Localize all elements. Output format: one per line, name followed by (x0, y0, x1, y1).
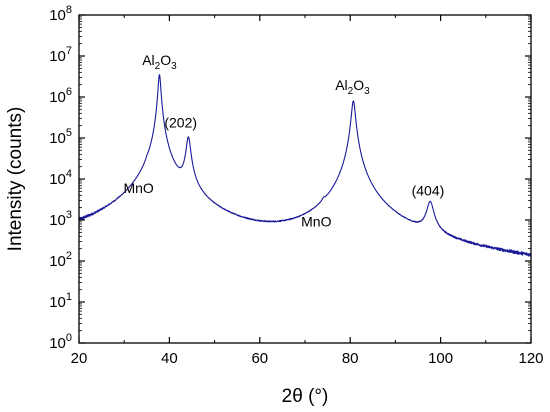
plot-frame (78, 14, 532, 344)
y-tick-label: 107 (49, 45, 72, 65)
x-tick-label: 80 (342, 350, 359, 367)
xrd-pattern-line (78, 74, 532, 257)
y-axis-label: Intensity (counts) (5, 107, 26, 252)
y-tick-label: 102 (49, 250, 72, 270)
x-tick-label: 20 (71, 350, 88, 367)
peak-annotation: MnO (301, 213, 331, 229)
peak-annotation: MnO (123, 180, 153, 196)
peak-annotation: (404) (412, 182, 445, 198)
peak-annotation: Al2O3 (335, 77, 370, 97)
y-tick-label: 105 (49, 127, 72, 147)
y-tick-label: 106 (49, 86, 72, 106)
x-tick-label: 120 (518, 350, 543, 367)
x-axis-label: 2θ (°) (282, 386, 329, 407)
axis-ticks: 20 40 60 80 100 120 100 101 102 103 104 105 106 107 10… (49, 4, 543, 367)
y-tick-label: 101 (49, 291, 72, 311)
y-tick-label: 104 (49, 168, 72, 188)
peak-annotation: (202) (164, 115, 197, 131)
x-tick-label: 100 (428, 350, 453, 367)
peak-annotation: Al2O3 (142, 52, 177, 72)
x-tick-label: 40 (161, 350, 178, 367)
y-tick-label: 103 (49, 209, 72, 229)
y-tick-label: 100 (49, 332, 72, 352)
y-tick-label: 108 (49, 4, 72, 24)
annotations: MnO Al2O3 (202) MnO Al2O3 (404) (123, 52, 444, 229)
plot-area (78, 74, 532, 257)
x-tick-label: 60 (251, 350, 268, 367)
